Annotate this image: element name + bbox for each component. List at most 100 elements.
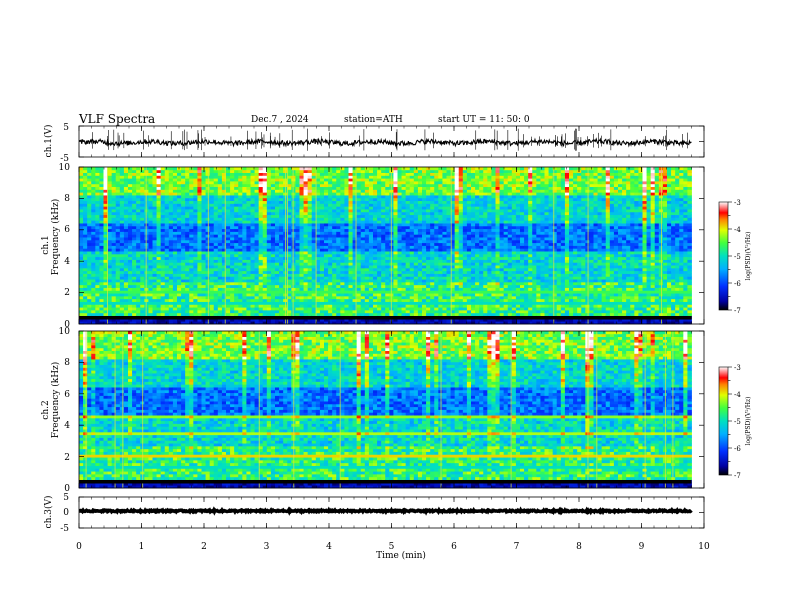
spectrogram-cell (328, 304, 333, 308)
spectrogram-cell (401, 186, 407, 190)
spectrogram-cell (422, 203, 427, 207)
spectrogram-cell (111, 183, 117, 188)
spectrogram-cell (99, 214, 104, 218)
spectrogram-cell (87, 295, 92, 300)
spectrogram-cell (226, 262, 231, 266)
spectrogram-cell (315, 265, 321, 269)
spectrogram-cell (168, 183, 174, 188)
spectrogram-cell (258, 309, 264, 314)
spectrogram-cell (364, 178, 370, 182)
spectrogram-cell (172, 301, 178, 305)
spectrogram-cell (336, 287, 341, 291)
spectrogram-cell (262, 293, 268, 297)
spectrogram-cell (405, 251, 411, 255)
spectrogram-cell (426, 256, 431, 260)
spectrogram-cell (417, 270, 423, 274)
spectrogram-cell (270, 301, 276, 305)
spectrogram-cell (193, 245, 198, 249)
spectrogram-cell (344, 284, 349, 288)
spectrogram-cell (115, 237, 121, 241)
spectrogram-cell (242, 211, 247, 216)
spectrogram-cell (111, 209, 117, 213)
spectrogram-cell (307, 206, 313, 210)
spectrogram-cell (87, 175, 92, 179)
spectrogram-cell (95, 284, 100, 288)
spectrogram-cell (221, 237, 227, 241)
spectrogram-cell (189, 293, 194, 297)
spectrogram-cell (266, 209, 272, 213)
spectrogram-cell (279, 203, 284, 207)
spectrogram-cell (87, 245, 92, 249)
spectrogram-cell (168, 290, 174, 294)
spectrogram-cell (373, 242, 378, 246)
spectrogram-cell (311, 259, 317, 263)
spectrogram-cell (128, 276, 133, 280)
spectrogram-cell (287, 262, 292, 266)
spectrogram-cell (377, 281, 382, 286)
spectrogram-cell (111, 192, 117, 196)
spectrogram-cell (328, 192, 333, 196)
spectrogram-cell (307, 223, 313, 227)
spectrogram-cell (368, 251, 374, 255)
spectrogram-cell (344, 220, 349, 224)
spectrogram-cell (356, 228, 362, 232)
spectrogram-cell (230, 189, 235, 193)
spectrogram-cell (189, 281, 194, 286)
spectrogram-cell (123, 169, 129, 173)
spectrogram-cell (217, 228, 223, 232)
spectrogram-cell (103, 189, 108, 193)
spectrogram-cell (83, 248, 88, 252)
spectrogram-cell (368, 167, 374, 171)
spectrogram-cell (103, 203, 108, 207)
spectrogram-cell (242, 276, 247, 280)
spectrogram-cell (397, 284, 402, 288)
spectrogram-cell (128, 239, 133, 244)
spectrogram-cell (307, 290, 313, 294)
spectrogram-cell (209, 192, 215, 196)
spectrogram-cell (148, 192, 153, 196)
spectrogram-cell (397, 195, 402, 199)
spectrogram-cell (119, 312, 125, 316)
spectrogram-cell (307, 312, 313, 316)
spectrogram-cell (381, 234, 386, 238)
spectrogram-cell (250, 307, 255, 311)
spectrogram-cell (397, 245, 402, 249)
spectrogram-cell (311, 217, 317, 221)
spectrogram-cell (275, 189, 280, 193)
spectrogram-cell (275, 287, 280, 291)
spectrogram-cell (197, 284, 202, 288)
spectrogram-cell (103, 195, 108, 199)
spectrogram-cell (209, 321, 215, 325)
spectrogram-cell (189, 169, 194, 173)
spectrogram-cell (262, 214, 268, 218)
spectrogram-cell (299, 197, 304, 202)
spectrogram-cell (209, 295, 215, 300)
spectrogram-cell (364, 276, 370, 280)
spectrogram-cell (344, 248, 349, 252)
spectrogram-cell (168, 270, 174, 274)
spectrogram-cell (172, 192, 178, 196)
spectrogram-cell (385, 172, 390, 176)
spectrogram-cell (152, 295, 157, 300)
spectrogram-cell (87, 307, 92, 311)
spectrogram-cell (87, 197, 92, 202)
spectrogram-cell (401, 228, 407, 232)
spectrogram-cell (303, 195, 309, 199)
spectrogram-cell (197, 251, 202, 255)
spectrogram-cell (160, 223, 166, 227)
spectrogram-cell (332, 259, 337, 263)
spectrogram-cell (205, 259, 211, 263)
spectrogram-cell (328, 203, 333, 207)
spectrogram-cell (189, 279, 194, 283)
spectrogram-cell (315, 279, 321, 283)
spectrogram-cell (295, 304, 300, 308)
spectrogram-cell (348, 211, 353, 216)
spectrogram-cell (246, 267, 251, 272)
spectrogram-cell (360, 225, 366, 230)
spectrogram-cell (364, 312, 370, 316)
spectrogram-cell (254, 248, 260, 252)
spectrogram-cell (373, 281, 378, 286)
spectrogram-cell (189, 200, 194, 204)
spectrogram-cell (422, 265, 427, 269)
spectrogram-cell (189, 183, 194, 188)
